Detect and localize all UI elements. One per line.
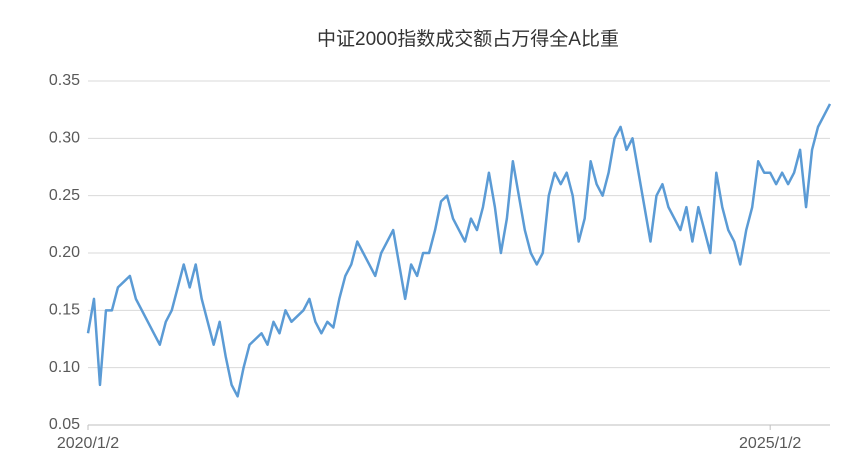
y-tick-label: 0.20 [49, 244, 80, 261]
y-tick-label: 0.30 [49, 130, 80, 147]
y-tick-label: 0.05 [49, 416, 80, 433]
y-tick-label: 0.25 [49, 187, 80, 204]
x-tick-label: 2020/1/2 [57, 435, 119, 452]
y-tick-label: 0.10 [49, 359, 80, 376]
y-tick-label: 0.35 [49, 72, 80, 89]
y-tick-label: 0.15 [49, 302, 80, 319]
data-line [86, 103, 832, 398]
chart-title: 中证2000指数成交额占万得全A比重 [317, 28, 619, 50]
x-tick-label: 2025/1/2 [739, 435, 801, 452]
